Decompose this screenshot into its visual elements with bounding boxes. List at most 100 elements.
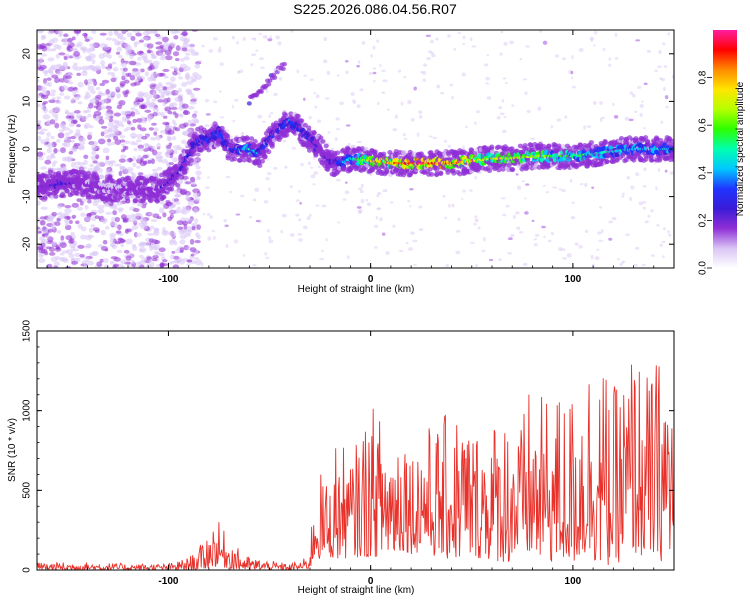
noise-speck xyxy=(268,114,272,118)
noise-speck xyxy=(122,218,129,223)
ridge-halo xyxy=(489,149,496,155)
noise-speck xyxy=(634,246,640,250)
noise-speck xyxy=(42,114,51,120)
noise-speck xyxy=(37,61,42,67)
noise-speck xyxy=(151,98,157,102)
ridge-halo xyxy=(219,125,225,131)
noise-speck xyxy=(352,99,356,104)
noise-speck xyxy=(242,37,246,41)
noise-speck xyxy=(522,78,528,81)
noise-speck xyxy=(100,217,108,223)
noise-speck xyxy=(335,117,340,121)
noise-speck xyxy=(63,219,70,223)
noise-speck xyxy=(234,98,239,102)
noise-speck xyxy=(162,227,166,232)
noise-speck xyxy=(108,30,113,37)
noise-speck xyxy=(357,210,362,214)
noise-speck xyxy=(44,159,52,165)
noise-speck xyxy=(212,37,218,41)
noise-speck xyxy=(151,246,158,251)
ridge-halo xyxy=(98,174,105,180)
noise-speck xyxy=(152,90,157,96)
noise-speck xyxy=(444,216,448,220)
noise-speck xyxy=(477,226,481,230)
noise-speck xyxy=(260,66,265,69)
ridge-halo xyxy=(237,157,243,163)
noise-speck xyxy=(162,36,169,43)
noise-speck xyxy=(350,92,355,96)
noise-speck xyxy=(392,128,398,132)
noise-speck xyxy=(89,142,94,146)
ridge-halo xyxy=(299,118,305,124)
noise-speck xyxy=(169,254,175,260)
noise-speck xyxy=(509,40,514,45)
noise-speck xyxy=(92,251,98,257)
noise-speck xyxy=(122,145,127,151)
ridge-branch xyxy=(246,101,252,106)
noise-speck xyxy=(125,238,133,245)
noise-speck xyxy=(185,52,191,56)
noise-speck xyxy=(178,96,184,103)
noise-speck xyxy=(89,163,94,168)
noise-speck xyxy=(345,124,351,127)
noise-speck xyxy=(119,259,127,265)
noise-speck xyxy=(242,254,246,257)
noise-speck xyxy=(64,132,71,136)
noise-speck xyxy=(91,30,97,35)
ridge-halo xyxy=(107,174,113,180)
noise-speck xyxy=(137,147,145,151)
noise-speck xyxy=(116,46,123,52)
noise-speck xyxy=(40,128,48,132)
noise-speck xyxy=(613,114,619,119)
noise-speck xyxy=(635,39,641,42)
noise-speck xyxy=(48,38,55,45)
noise-speck xyxy=(643,126,646,130)
noise-speck xyxy=(662,255,665,259)
noise-speck xyxy=(190,92,195,99)
noise-speck xyxy=(669,171,674,175)
noise-speck xyxy=(525,183,530,186)
noise-speck xyxy=(634,110,638,113)
noise-speck xyxy=(543,235,546,239)
noise-speck xyxy=(273,92,278,97)
noise-speck xyxy=(63,33,69,38)
noise-speck xyxy=(181,139,187,144)
noise-speck xyxy=(519,57,523,61)
noise-speck xyxy=(370,53,374,58)
noise-speck xyxy=(53,147,58,154)
noise-speck xyxy=(475,264,479,268)
noise-speck xyxy=(122,90,128,95)
noise-speck xyxy=(39,64,47,70)
noise-speck xyxy=(443,139,448,143)
noise-speck xyxy=(76,72,81,76)
noise-speck xyxy=(193,256,200,260)
noise-speck xyxy=(104,134,112,139)
noise-speck xyxy=(571,54,574,60)
noise-speck xyxy=(372,67,377,70)
noise-speck xyxy=(550,231,554,236)
noise-speck xyxy=(643,82,648,86)
noise-speck xyxy=(148,127,155,131)
noise-speck xyxy=(60,147,66,154)
noise-speck xyxy=(266,172,272,176)
noise-speck xyxy=(213,100,218,104)
noise-speck xyxy=(172,126,177,131)
noise-speck xyxy=(100,131,105,137)
noise-speck xyxy=(106,49,111,54)
noise-speck xyxy=(181,81,188,87)
noise-speck xyxy=(192,188,200,194)
noise-speck xyxy=(498,258,502,262)
noise-speck xyxy=(138,39,144,43)
noise-speck xyxy=(132,30,141,33)
noise-speck xyxy=(49,65,56,71)
ridge-halo xyxy=(496,144,502,150)
ridge-halo xyxy=(88,194,94,200)
noise-speck xyxy=(118,208,123,213)
noise-speck xyxy=(112,66,119,72)
noise-speck xyxy=(324,97,330,100)
noise-speck xyxy=(156,166,163,171)
noise-speck xyxy=(321,204,327,208)
noise-speck xyxy=(602,47,606,52)
noise-speck xyxy=(568,69,573,75)
noise-speck xyxy=(533,243,538,247)
